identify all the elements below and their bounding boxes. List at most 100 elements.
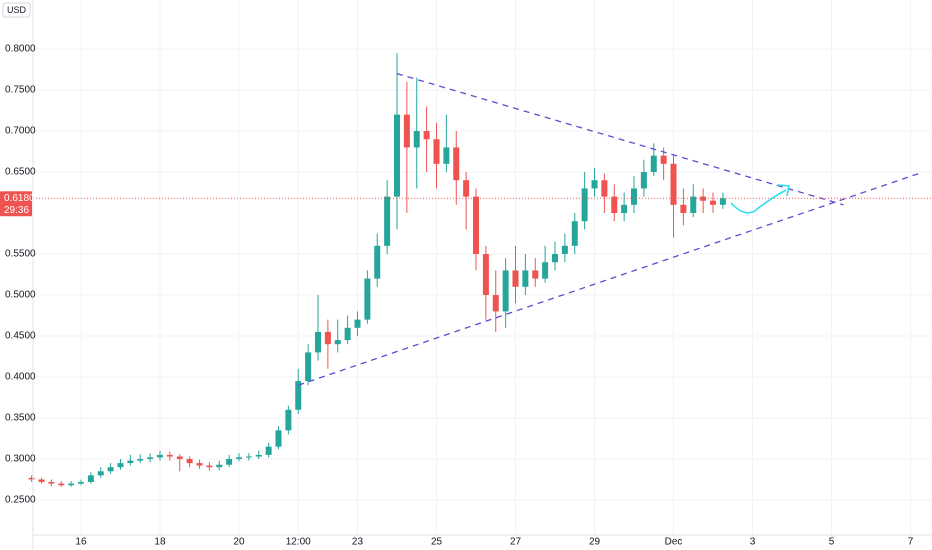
currency-box <box>2 2 31 18</box>
candle-body <box>97 471 104 476</box>
candle-body <box>601 180 608 197</box>
x-tick-label: 29 <box>589 537 601 548</box>
candle-body <box>235 457 242 459</box>
candle-body <box>473 196 480 255</box>
candle-body <box>552 254 559 263</box>
candle-body <box>87 475 94 482</box>
candle-body <box>660 155 667 164</box>
candle-body <box>700 196 707 201</box>
candle-body <box>127 460 134 464</box>
candle-body <box>206 465 213 468</box>
y-tick-label: 0.8000 <box>5 44 36 55</box>
candle-body <box>690 196 697 214</box>
candle-body <box>680 204 687 214</box>
x-tick-label: 16 <box>75 537 87 548</box>
candle-body <box>314 331 321 353</box>
candle-body <box>492 295 499 312</box>
candle-body <box>433 139 440 164</box>
candle-body <box>344 327 351 341</box>
candle-body <box>68 483 75 486</box>
candle-body <box>305 352 312 382</box>
candle-body <box>413 131 420 148</box>
candle-body <box>166 454 173 457</box>
candle-body <box>354 319 361 328</box>
y-tick-label: 0.3000 <box>5 454 36 465</box>
drawn-arrow <box>730 189 787 214</box>
x-tick-label: Dec <box>665 537 683 548</box>
x-tick-label: 12:00 <box>286 537 311 548</box>
candle-body <box>591 180 598 189</box>
candle-body <box>384 196 391 246</box>
candle-body <box>255 454 262 457</box>
candle-body <box>324 331 331 345</box>
y-tick-label: 0.4000 <box>5 372 36 383</box>
candle-body <box>621 204 628 214</box>
y-tick-label: 0.5500 <box>5 249 36 260</box>
x-tick-label: 23 <box>352 537 364 548</box>
candle-body <box>482 254 489 296</box>
candle-body <box>364 278 371 320</box>
y-tick-label: 0.2500 <box>5 495 36 506</box>
currency-label: USD <box>7 5 27 15</box>
x-tick-label: 18 <box>154 537 166 548</box>
candle-body <box>650 155 657 173</box>
candle-body <box>453 147 460 181</box>
y-tick-label: 0.7500 <box>5 85 36 96</box>
candle-body <box>58 483 65 486</box>
y-tick-label: 0.3500 <box>5 413 36 424</box>
candle-body <box>176 456 183 459</box>
trendline <box>396 73 844 206</box>
candle-body <box>117 463 124 468</box>
candle-body <box>394 114 401 197</box>
candle-body <box>542 262 549 279</box>
candle-body <box>710 200 717 205</box>
candle-body <box>403 114 410 148</box>
x-tick-label: 20 <box>233 537 245 548</box>
plot <box>28 53 919 487</box>
candle-body <box>423 131 430 140</box>
candle-body <box>719 198 726 205</box>
y-tick-label: 0.7000 <box>5 126 36 137</box>
candle-body <box>512 270 519 287</box>
y-tick-label: 0.5000 <box>5 290 36 301</box>
candle-body <box>186 458 193 464</box>
candle-body <box>522 270 529 287</box>
y-tick-label: 0.4500 <box>5 331 36 342</box>
candle-body <box>38 479 45 482</box>
x-tick-label: 25 <box>431 537 443 548</box>
candle-body <box>295 381 302 410</box>
drawn-arrowhead <box>777 184 790 197</box>
last-price-label: 0.6180 <box>4 193 35 204</box>
x-tick-label: 3 <box>750 537 756 548</box>
candle-body <box>147 457 154 459</box>
last-price-box <box>0 191 32 217</box>
candle-body <box>463 180 470 197</box>
x-tick-label: 7 <box>908 537 914 548</box>
candle-body <box>571 221 578 246</box>
candle-body <box>156 454 163 458</box>
x-tick-label: 27 <box>510 537 522 548</box>
candle-body <box>374 245 381 279</box>
candle-body <box>265 446 272 455</box>
countdown-label: 29:36 <box>4 205 29 216</box>
candle-body <box>107 467 114 472</box>
candle-body <box>226 458 233 465</box>
candle-body <box>137 458 144 461</box>
candle-body <box>285 409 292 431</box>
candle-body <box>28 477 35 480</box>
candle-body <box>77 481 84 484</box>
candle-body <box>48 481 55 484</box>
x-tick-label: 5 <box>829 537 835 548</box>
candle-body <box>196 463 203 466</box>
y-tick-label: 0.6500 <box>5 167 36 178</box>
candle-body <box>581 188 588 222</box>
candle-body <box>561 245 568 255</box>
candle-body <box>334 340 341 345</box>
candle-body <box>245 456 252 458</box>
candle-body <box>502 270 509 312</box>
candle-body <box>443 147 450 164</box>
candle-body <box>216 464 223 468</box>
candle-body <box>611 196 618 214</box>
